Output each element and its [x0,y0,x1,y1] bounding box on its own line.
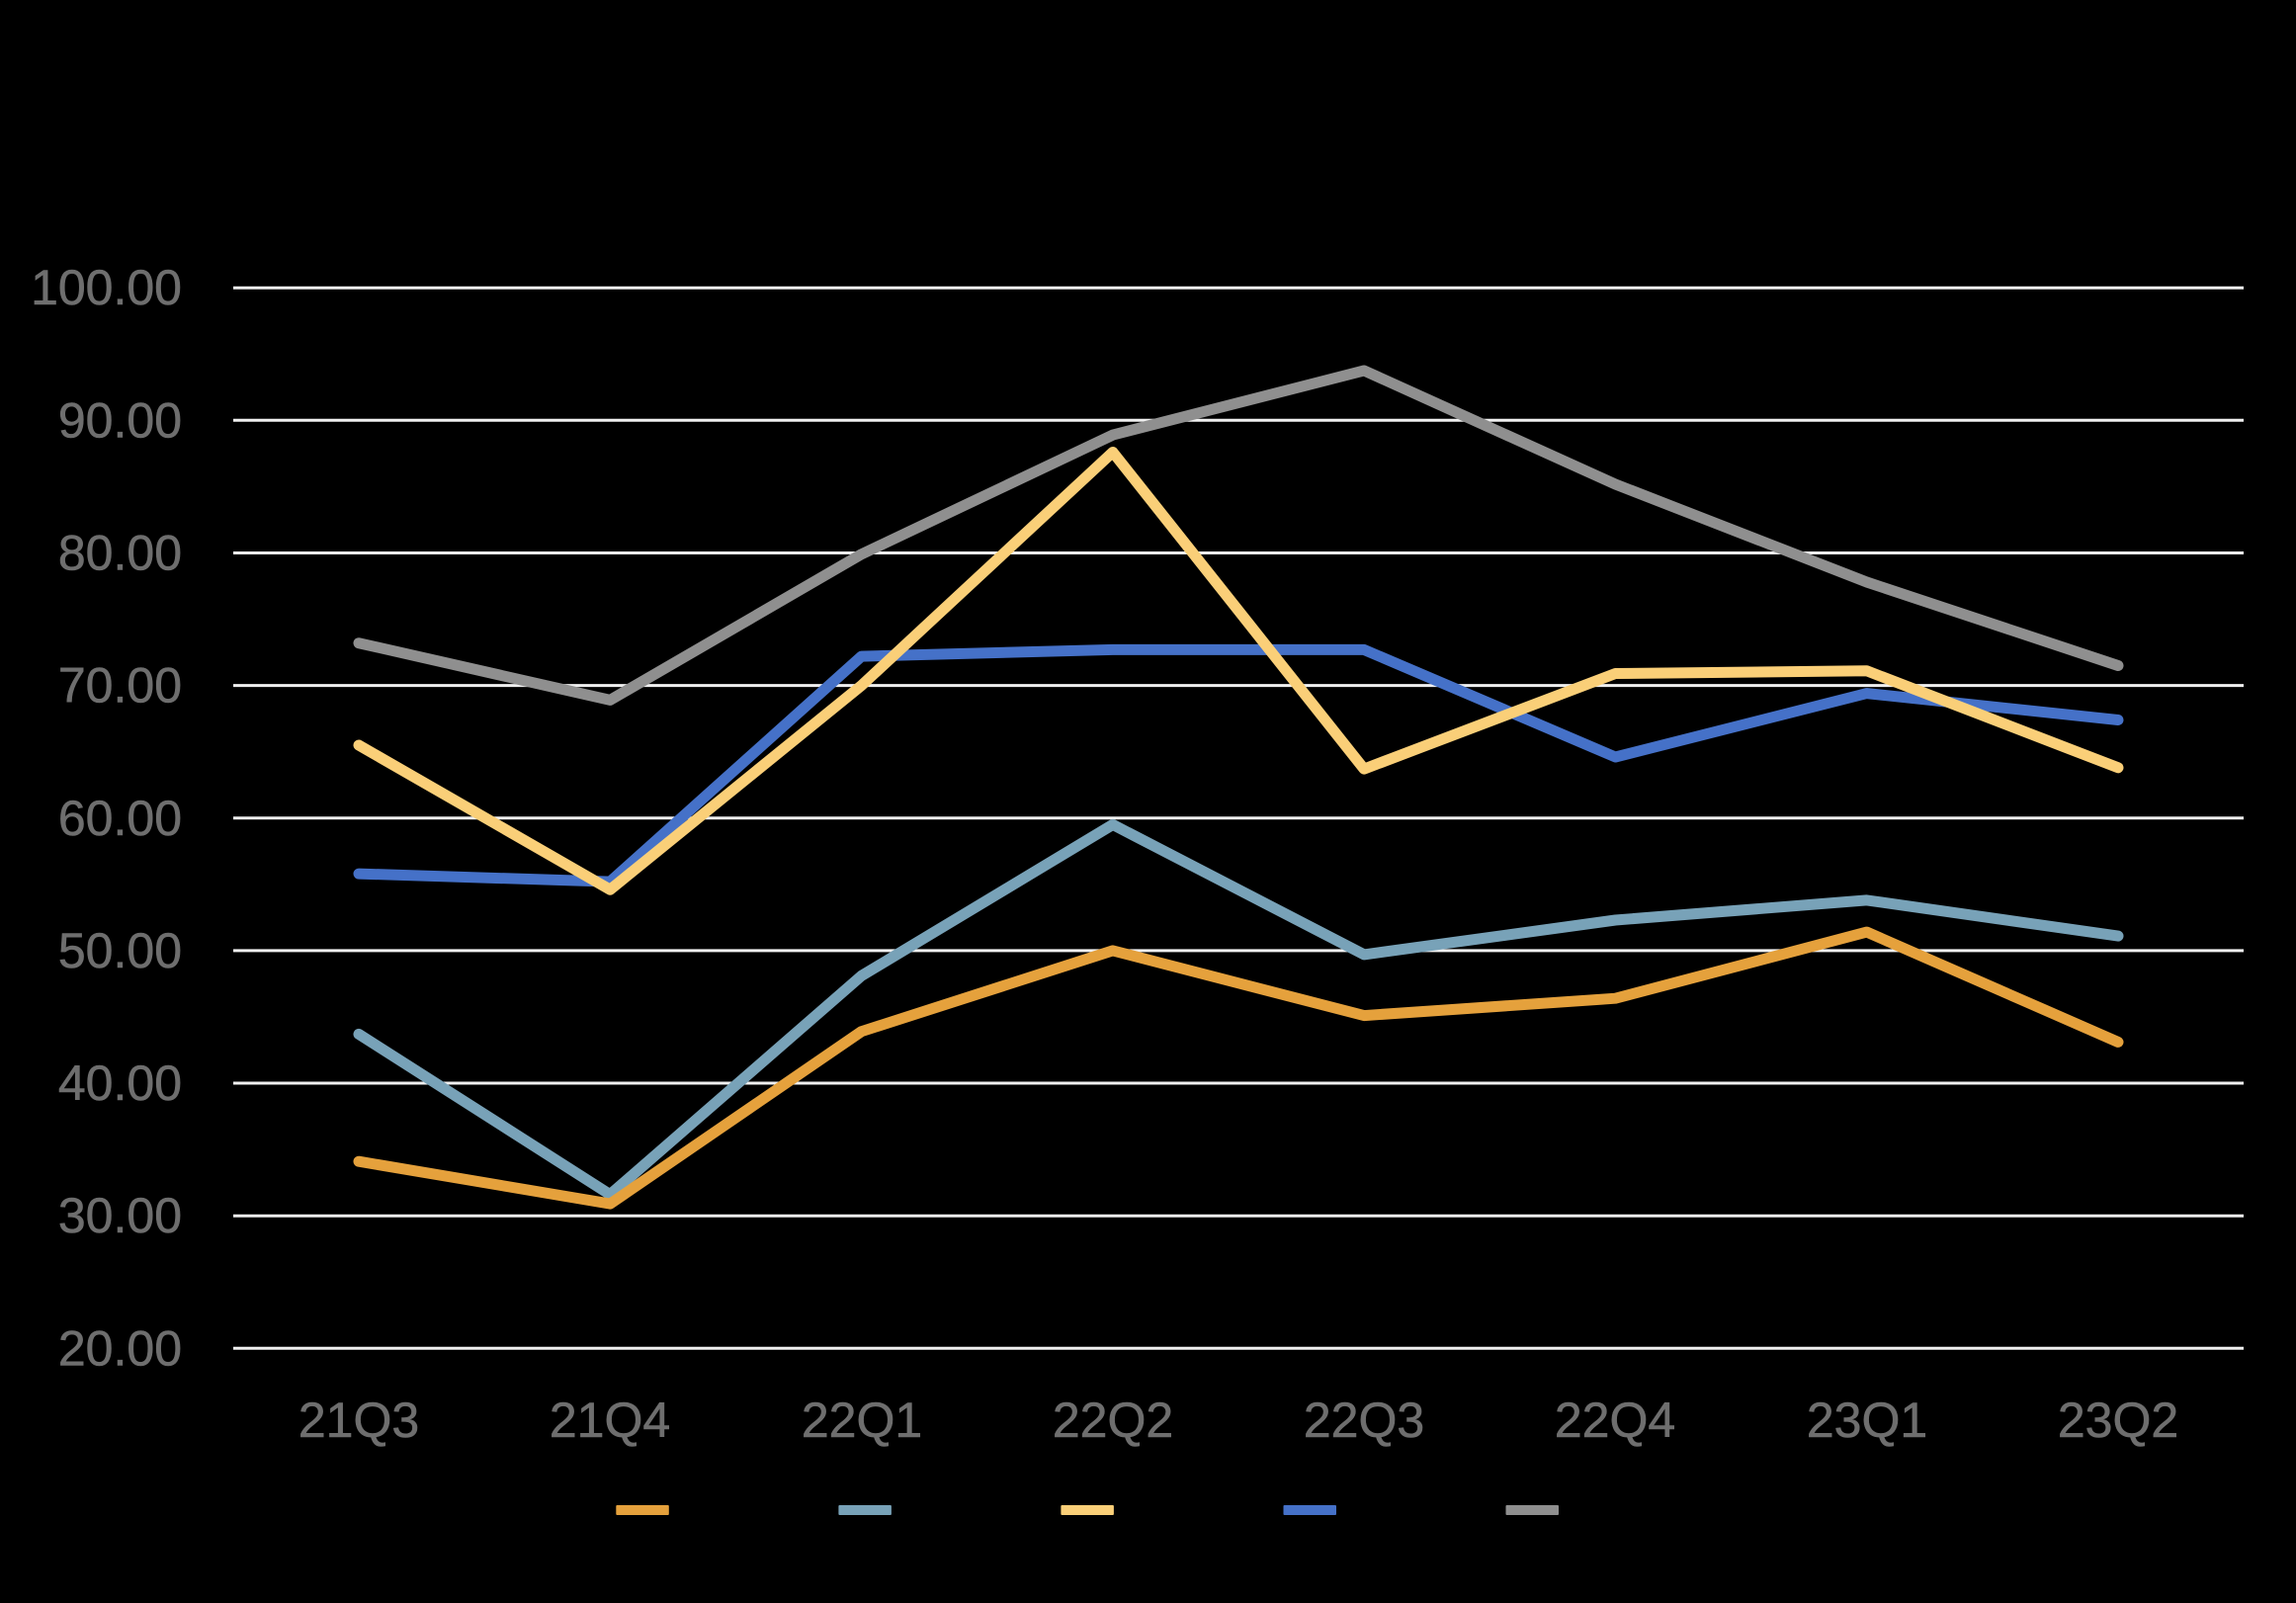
svg-text:22Q1: 22Q1 [802,1392,922,1448]
svg-text:23Q2: 23Q2 [2058,1392,2178,1448]
svg-text:23Q1: 23Q1 [1807,1392,1927,1448]
svg-text:50.00: 50.00 [58,923,182,978]
svg-text:70.00: 70.00 [58,658,182,714]
svg-text:60.00: 60.00 [58,791,182,846]
svg-text:22Q3: 22Q3 [1304,1392,1424,1448]
svg-text:30.00: 30.00 [58,1188,182,1243]
svg-text:22Q4: 22Q4 [1555,1392,1675,1448]
svg-text:40.00: 40.00 [58,1055,182,1111]
svg-text:21Q3: 21Q3 [298,1392,419,1448]
svg-text:80.00: 80.00 [58,526,182,581]
svg-text:22Q2: 22Q2 [1053,1392,1173,1448]
svg-text:20.00: 20.00 [58,1320,182,1376]
svg-text:21Q4: 21Q4 [550,1392,670,1448]
svg-text:100.00: 100.00 [31,260,182,315]
svg-text:90.00: 90.00 [58,392,182,448]
